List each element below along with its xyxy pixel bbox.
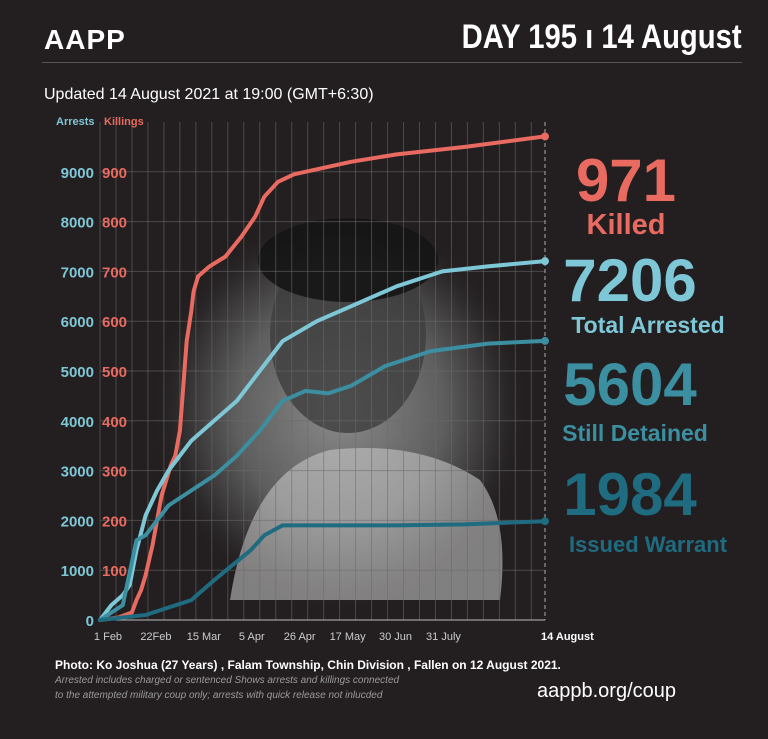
killings-tick-label: 200 [102, 513, 127, 530]
arrests-tick-label: 0 [86, 613, 94, 630]
series-endpoint-total-arrested [541, 257, 549, 266]
arrested-label: Total Arrested [571, 312, 725, 338]
x-tick-label: 1 Feb [94, 631, 122, 643]
arrests-axis-title: Arrests [56, 116, 95, 128]
series-endpoint-killings [541, 132, 549, 141]
arrests-tick-label: 5000 [61, 364, 94, 381]
series-line-total-arrested [98, 259, 547, 622]
footnote-line-1: Arrested includes charged or sentenced S… [55, 675, 400, 686]
arrests-tick-label: 6000 [61, 314, 94, 331]
x-tick-label: 14 August [541, 631, 594, 643]
killings-tick-label: 800 [102, 215, 127, 232]
warrant-label: Issued Warrant [568, 532, 728, 557]
chart-series [98, 132, 549, 622]
x-tick-label: 17 May [330, 631, 367, 643]
day-label: DAY 195 ı 14 August [461, 18, 742, 56]
x-tick-label: 26 Apr [284, 631, 316, 643]
series-endpoint-issued-warrant [541, 517, 549, 526]
killed-count: 971 [575, 147, 677, 214]
x-tick-label: 5 Apr [239, 631, 265, 643]
chart-axes: Arrests Killings 0 1000 2000 3000 4000 5000 6000… [56, 116, 594, 643]
series-line-issued-warrant [98, 519, 547, 622]
killings-tick-label: 500 [102, 364, 127, 381]
arrests-tick-label: 7000 [61, 264, 94, 281]
series-line-killings [98, 134, 547, 622]
detained-label: Still Detained [562, 420, 708, 446]
arrests-tick-label: 3000 [61, 464, 94, 481]
killings-tick-label: 400 [102, 414, 127, 431]
arrests-tick-label: 8000 [61, 215, 94, 232]
arrests-tick-label: 4000 [61, 414, 94, 431]
killings-tick-label: 300 [102, 464, 127, 481]
detained-count: 5604 [563, 351, 697, 418]
x-tick-label: 22Feb [140, 631, 171, 643]
header-divider [42, 62, 742, 63]
x-tick-label: 15 Mar [187, 631, 222, 643]
updated-timestamp: Updated 14 August 2021 at 19:00 (GMT+6:3… [44, 86, 374, 103]
killings-axis-title: Killings [104, 116, 144, 128]
brand-logo: AAPP [44, 24, 126, 55]
series-endpoint-still-detained [541, 336, 549, 345]
killings-tick-label: 100 [102, 563, 127, 580]
photo-caption: Photo: Ko Joshua (27 Years) , Falam Town… [55, 658, 561, 672]
series-line-still-detained [98, 338, 547, 622]
killings-tick-label: 600 [102, 314, 127, 331]
arrests-tick-label: 1000 [61, 563, 94, 580]
chart-grid [99, 122, 546, 621]
footnote-line-2: to the attempted military coup only; arr… [55, 690, 383, 701]
arrests-tick-label: 9000 [61, 165, 94, 182]
killings-tick-label: 900 [102, 165, 127, 182]
arrested-count: 7206 [563, 247, 697, 314]
warrant-count: 1984 [563, 461, 697, 528]
killed-label: Killed [586, 209, 666, 241]
x-tick-label: 30 Jun [379, 631, 412, 643]
x-tick-label: 31 July [426, 631, 461, 643]
arrests-tick-label: 2000 [61, 513, 94, 530]
killings-tick-label: 700 [102, 264, 127, 281]
website-link[interactable]: aappb.org/coup [536, 680, 676, 702]
